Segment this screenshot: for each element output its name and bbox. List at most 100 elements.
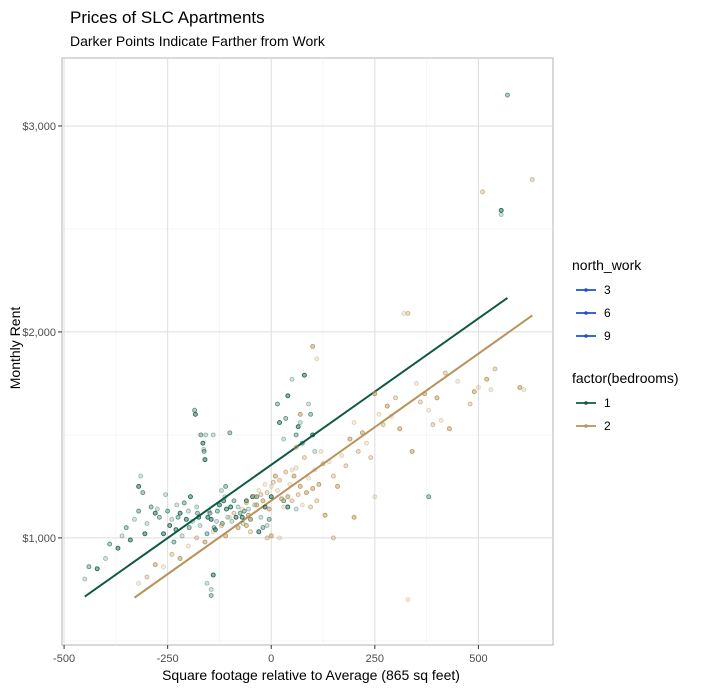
- data-point-1: [301, 372, 307, 378]
- data-point-2: [529, 177, 535, 182]
- data-point-1: [200, 440, 206, 446]
- data-point-2: [455, 378, 461, 384]
- data-point-2: [285, 494, 291, 500]
- data-point-2: [314, 498, 320, 504]
- data-point-2: [297, 483, 303, 489]
- data-point-2: [272, 473, 278, 479]
- data-point-1: [186, 525, 192, 531]
- data-point-2: [318, 448, 324, 454]
- data-point-1: [161, 531, 166, 537]
- data-point-1: [293, 506, 299, 512]
- data-point-2: [434, 395, 440, 401]
- data-point-2: [202, 539, 208, 545]
- data-point-2: [277, 535, 282, 541]
- data-point-1: [256, 529, 262, 535]
- data-point-2: [330, 535, 336, 541]
- legend-key-point: [584, 401, 588, 405]
- data-point-1: [142, 531, 148, 537]
- data-point-1: [219, 488, 224, 493]
- data-point-1: [208, 593, 214, 599]
- data-point-2: [405, 597, 411, 603]
- data-point-1: [246, 506, 251, 512]
- data-point-2: [413, 380, 419, 386]
- data-point-2: [306, 475, 311, 481]
- data-point-2: [219, 523, 224, 528]
- data-point-1: [173, 527, 179, 533]
- data-point-1: [306, 401, 311, 407]
- data-point-2: [293, 465, 299, 471]
- data-point-2: [316, 481, 322, 487]
- data-point-2: [488, 387, 494, 393]
- data-point-1: [231, 498, 237, 504]
- data-point-1: [163, 492, 169, 498]
- data-point-1: [192, 407, 198, 413]
- data-point-2: [256, 488, 262, 493]
- data-point-1: [277, 420, 282, 426]
- data-point-2: [351, 514, 357, 520]
- data-point-1: [197, 523, 203, 528]
- data-point-2: [268, 483, 274, 489]
- data-point-2: [136, 580, 142, 586]
- data-point-1: [183, 516, 189, 522]
- x-axis-title: Square footage relative to Average (865 …: [162, 667, 460, 683]
- data-point-2: [235, 525, 241, 531]
- data-point-1: [194, 504, 200, 510]
- data-point-2: [293, 444, 299, 450]
- legend-label: 2: [604, 419, 611, 433]
- data-point-2: [438, 418, 444, 423]
- data-point-2: [330, 473, 336, 479]
- data-point-2: [287, 481, 293, 487]
- legend: north_work 3 6 9 factor(bedrooms) 1 2: [572, 257, 679, 433]
- data-point-2: [446, 426, 452, 432]
- data-point-1: [132, 516, 137, 522]
- legend-label: 1: [604, 396, 611, 410]
- x-tick-label: 500: [469, 653, 487, 665]
- y-tick-label: $2,000: [22, 327, 56, 339]
- data-point-2: [347, 436, 353, 442]
- x-tick-label: -500: [53, 653, 75, 665]
- data-point-2: [368, 455, 374, 461]
- data-point-1: [201, 448, 207, 454]
- data-point-1: [235, 504, 241, 510]
- data-point-2: [364, 440, 369, 446]
- data-point-1: [248, 516, 253, 522]
- x-tick-label: -250: [157, 653, 179, 665]
- data-point-1: [264, 523, 270, 528]
- data-point-2: [335, 483, 340, 489]
- data-point-1: [167, 523, 173, 528]
- data-point-2: [484, 376, 490, 382]
- data-point-1: [103, 556, 108, 561]
- data-point-2: [388, 413, 394, 419]
- data-point-2: [308, 504, 314, 510]
- data-point-1: [295, 424, 301, 430]
- data-point-2: [279, 496, 285, 502]
- data-point-1: [198, 432, 204, 438]
- data-point-2: [243, 523, 249, 528]
- data-point-1: [152, 510, 158, 516]
- legend-title: factor(bedrooms): [572, 370, 679, 386]
- data-point-2: [264, 490, 270, 496]
- legend-key-point: [584, 311, 588, 315]
- data-point-1: [165, 508, 171, 514]
- data-point-1: [266, 516, 272, 522]
- data-point-2: [258, 492, 264, 498]
- data-point-2: [246, 512, 251, 518]
- data-point-1: [204, 531, 210, 537]
- data-point-2: [248, 516, 253, 522]
- data-point-1: [144, 521, 150, 526]
- data-point-2: [227, 514, 233, 520]
- fit-line-2: [133, 314, 533, 599]
- data-point-1: [225, 514, 231, 520]
- data-point-2: [517, 385, 523, 390]
- data-point-1: [258, 514, 264, 520]
- data-point-2: [380, 422, 386, 428]
- data-point-1: [171, 539, 177, 545]
- data-point-2: [442, 370, 448, 376]
- data-point-1: [221, 498, 227, 504]
- data-point-2: [297, 411, 303, 417]
- data-point-2: [422, 391, 428, 397]
- data-point-1: [223, 483, 229, 489]
- data-point-2: [266, 506, 272, 512]
- grid-lines: [62, 58, 553, 645]
